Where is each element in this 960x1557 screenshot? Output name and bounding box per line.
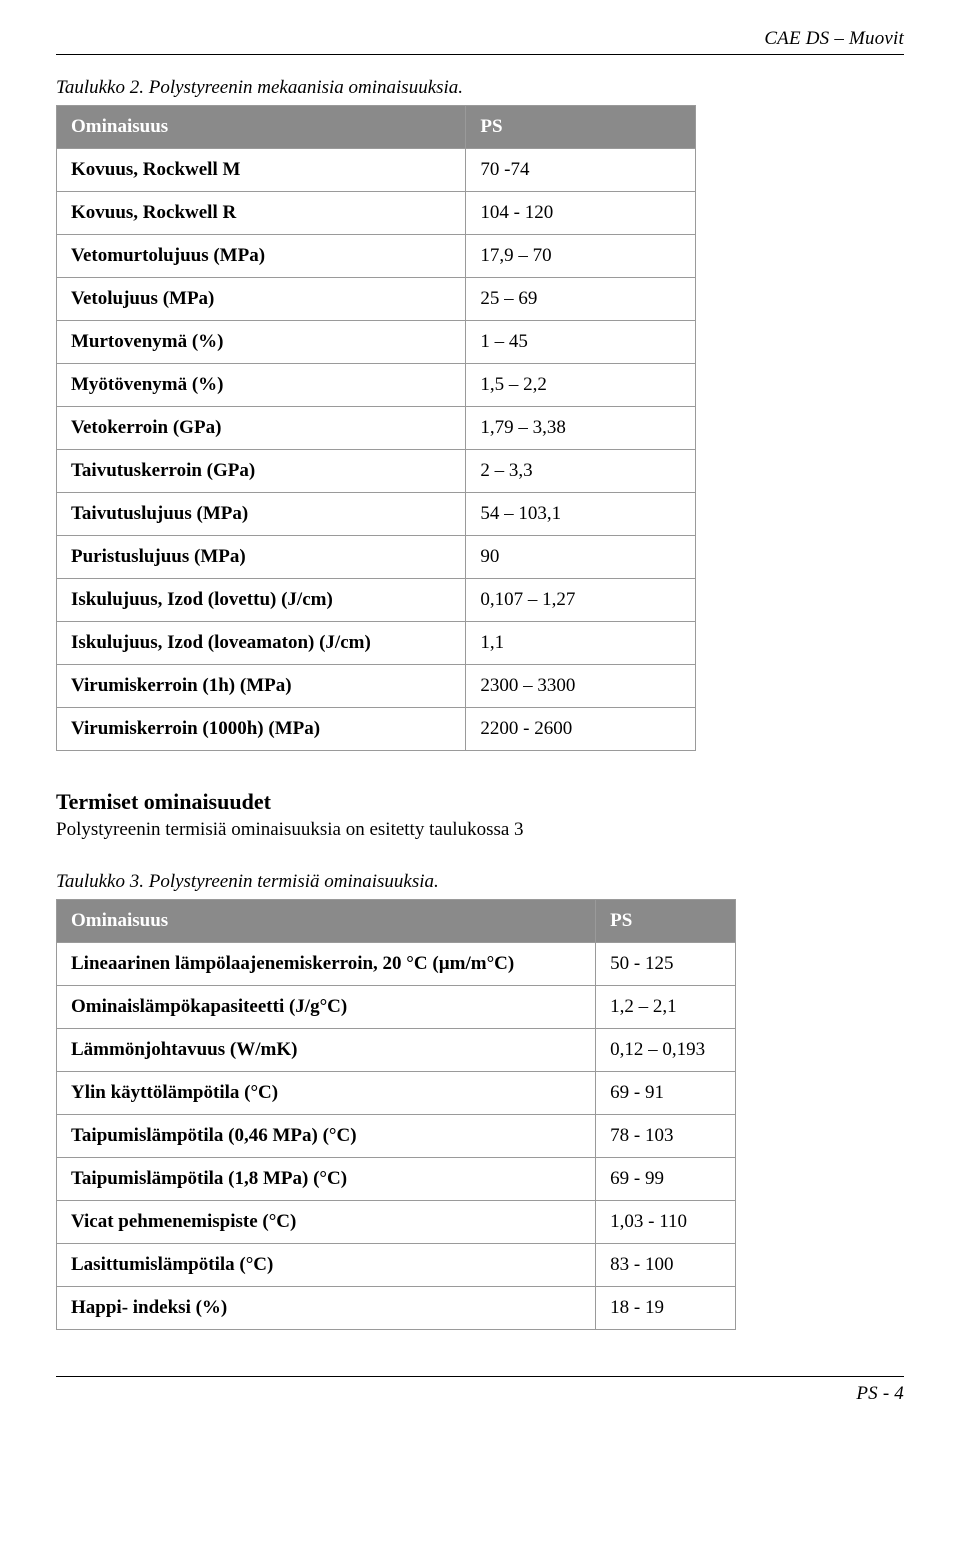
row-label: Taipumislämpötila (0,46 MPa) (°C) [57,1115,596,1158]
row-label: Virumiskerroin (1h) (MPa) [57,665,466,708]
table-row: Murtovenymä (%)1 – 45 [57,321,696,364]
table3-head-row: Ominaisuus PS [57,900,736,943]
row-label: Murtovenymä (%) [57,321,466,364]
row-value: 78 - 103 [596,1115,736,1158]
row-label: Taivutuslujuus (MPa) [57,493,466,536]
row-value: 70 -74 [466,149,696,192]
row-value: 1,79 – 3,38 [466,407,696,450]
row-value: 0,107 – 1,27 [466,579,696,622]
table-row: Ominaislämpökapasiteetti (J/g°C)1,2 – 2,… [57,986,736,1029]
table-row: Vetolujuus (MPa)25 – 69 [57,278,696,321]
table-row: Virumiskerroin (1h) (MPa)2300 – 3300 [57,665,696,708]
row-value: 54 – 103,1 [466,493,696,536]
row-label: Lasittumislämpötila (°C) [57,1244,596,1287]
table-row: Iskulujuus, Izod (loveamaton) (J/cm)1,1 [57,622,696,665]
row-label: Ominaislämpökapasiteetti (J/g°C) [57,986,596,1029]
row-label: Kovuus, Rockwell M [57,149,466,192]
row-value: 1,1 [466,622,696,665]
row-label: Vetomurtolujuus (MPa) [57,235,466,278]
table-row: Vetomurtolujuus (MPa)17,9 – 70 [57,235,696,278]
table-row: Lämmönjohtavuus (W/mK)0,12 – 0,193 [57,1029,736,1072]
footer-right: PS - 4 [56,1383,904,1405]
table3-caption: Taulukko 3. Polystyreenin termisiä omina… [56,871,904,893]
row-label: Taivutuskerroin (GPa) [57,450,466,493]
row-value: 1,03 - 110 [596,1201,736,1244]
row-label: Ylin käyttölämpötila (°C) [57,1072,596,1115]
row-value: 69 - 99 [596,1158,736,1201]
row-label: Lineaarinen lämpölaajenemiskerroin, 20 °… [57,943,596,986]
row-value: 1,5 – 2,2 [466,364,696,407]
table-row: Iskulujuus, Izod (lovettu) (J/cm)0,107 –… [57,579,696,622]
row-label: Taipumislämpötila (1,8 MPa) (°C) [57,1158,596,1201]
table3-head-value: PS [596,900,736,943]
table3: Ominaisuus PS Lineaarinen lämpölaajenemi… [56,899,736,1330]
table2-head-value: PS [466,106,696,149]
table3-head-label: Ominaisuus [57,900,596,943]
row-value: 69 - 91 [596,1072,736,1115]
row-value: 25 – 69 [466,278,696,321]
row-value: 50 - 125 [596,943,736,986]
table2-head-row: Ominaisuus PS [57,106,696,149]
table-row: Lasittumislämpötila (°C)83 - 100 [57,1244,736,1287]
table-row: Kovuus, Rockwell R104 - 120 [57,192,696,235]
table2-caption: Taulukko 2. Polystyreenin mekaanisia omi… [56,77,904,99]
table-row: Taivutuskerroin (GPa)2 – 3,3 [57,450,696,493]
table-row: Taipumislämpötila (0,46 MPa) (°C)78 - 10… [57,1115,736,1158]
section-title: Termiset ominaisuudet [56,789,904,815]
row-label: Virumiskerroin (1000h) (MPa) [57,708,466,751]
row-value: 2 – 3,3 [466,450,696,493]
row-value: 18 - 19 [596,1287,736,1330]
table-row: Kovuus, Rockwell M70 -74 [57,149,696,192]
row-label: Vetolujuus (MPa) [57,278,466,321]
table-row: Ylin käyttölämpötila (°C)69 - 91 [57,1072,736,1115]
table2: Ominaisuus PS Kovuus, Rockwell M70 -74Ko… [56,105,696,751]
table-row: Virumiskerroin (1000h) (MPa)2200 - 2600 [57,708,696,751]
table2-head-label: Ominaisuus [57,106,466,149]
row-label: Kovuus, Rockwell R [57,192,466,235]
table-row: Taipumislämpötila (1,8 MPa) (°C)69 - 99 [57,1158,736,1201]
row-label: Myötövenymä (%) [57,364,466,407]
row-label: Iskulujuus, Izod (loveamaton) (J/cm) [57,622,466,665]
section-text: Polystyreenin termisiä ominaisuuksia on … [56,819,904,841]
row-value: 2300 – 3300 [466,665,696,708]
table-row: Puristuslujuus (MPa)90 [57,536,696,579]
row-value: 104 - 120 [466,192,696,235]
row-label: Iskulujuus, Izod (lovettu) (J/cm) [57,579,466,622]
table-row: Taivutuslujuus (MPa)54 – 103,1 [57,493,696,536]
table3-body: Lineaarinen lämpölaajenemiskerroin, 20 °… [57,943,736,1330]
table-row: Myötövenymä (%)1,5 – 2,2 [57,364,696,407]
header-rule [56,54,904,55]
table-row: Vetokerroin (GPa)1,79 – 3,38 [57,407,696,450]
row-label: Lämmönjohtavuus (W/mK) [57,1029,596,1072]
row-label: Happi- indeksi (%) [57,1287,596,1330]
header-right: CAE DS – Muovit [56,28,904,50]
footer-rule [56,1376,904,1377]
row-value: 17,9 – 70 [466,235,696,278]
table-row: Vicat pehmenemispiste (°C)1,03 - 110 [57,1201,736,1244]
row-value: 1 – 45 [466,321,696,364]
table2-body: Kovuus, Rockwell M70 -74Kovuus, Rockwell… [57,149,696,751]
table-row: Lineaarinen lämpölaajenemiskerroin, 20 °… [57,943,736,986]
row-value: 1,2 – 2,1 [596,986,736,1029]
row-label: Vicat pehmenemispiste (°C) [57,1201,596,1244]
row-value: 2200 - 2600 [466,708,696,751]
row-label: Puristuslujuus (MPa) [57,536,466,579]
table-row: Happi- indeksi (%)18 - 19 [57,1287,736,1330]
row-value: 0,12 – 0,193 [596,1029,736,1072]
row-value: 83 - 100 [596,1244,736,1287]
row-value: 90 [466,536,696,579]
row-label: Vetokerroin (GPa) [57,407,466,450]
